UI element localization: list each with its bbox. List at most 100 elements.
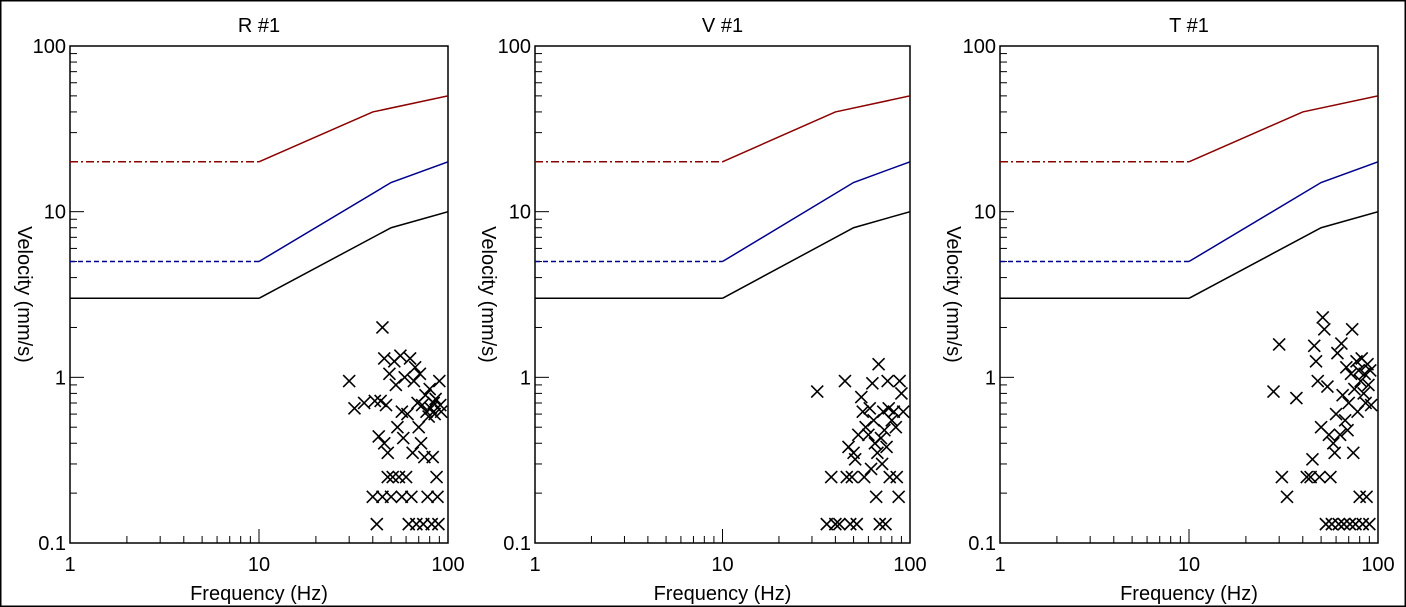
data-point-stroke — [843, 517, 857, 531]
chart-title: T #1 — [1169, 15, 1209, 37]
data-point — [1307, 339, 1321, 353]
data-point-stroke — [372, 429, 386, 443]
y-tick-label: 0.1 — [38, 533, 66, 555]
data-point — [400, 407, 414, 421]
data-point-stroke — [874, 431, 888, 445]
data-point — [1360, 490, 1374, 504]
data-point-stroke — [824, 470, 838, 484]
data-point-stroke — [370, 517, 384, 531]
data-point-stroke — [845, 470, 859, 484]
data-point — [854, 390, 868, 404]
x-tick-label: 1 — [64, 554, 75, 576]
data-point — [848, 452, 862, 466]
data-point — [398, 370, 412, 384]
y-axis-label: Velocity (mm/s) — [942, 226, 964, 363]
data-point — [370, 517, 384, 531]
data-point-stroke — [427, 396, 441, 410]
data-point-stroke — [398, 370, 412, 384]
data-point — [368, 394, 382, 408]
plot-area — [70, 95, 448, 531]
data-point — [1280, 490, 1294, 504]
data-point-stroke — [861, 428, 875, 442]
data-point — [878, 517, 893, 531]
y-tick-label: 10 — [509, 202, 531, 224]
y-tick-label: 0.1 — [503, 533, 531, 555]
data-point — [1353, 490, 1367, 504]
data-point-stroke — [379, 398, 393, 412]
data-point-stroke — [396, 431, 410, 445]
data-point-stroke — [840, 470, 854, 484]
data-point — [1345, 322, 1359, 336]
x-tick-label: 10 — [1178, 554, 1200, 576]
data-point — [415, 398, 429, 412]
data-point — [425, 517, 439, 531]
data-point — [393, 349, 407, 363]
limit-line-1 — [258, 95, 448, 163]
data-point-stroke — [1345, 322, 1359, 336]
data-point — [1346, 446, 1360, 460]
data-point-stroke — [1343, 517, 1357, 531]
x-tick-label: 100 — [1361, 554, 1394, 576]
data-point — [1266, 385, 1281, 399]
data-point — [863, 401, 877, 415]
data-point-stroke — [864, 462, 878, 476]
data-point-stroke — [421, 490, 435, 504]
data-point — [421, 490, 435, 504]
data-point — [404, 490, 418, 504]
data-point-stroke — [1360, 490, 1374, 504]
data-point — [865, 376, 879, 390]
data-point — [432, 374, 446, 388]
data-point — [845, 470, 859, 484]
limit-line-2 — [258, 161, 448, 263]
data-point-stroke — [1340, 423, 1355, 437]
data-point-stroke — [856, 405, 870, 419]
data-point-stroke — [404, 490, 418, 504]
data-point-stroke — [877, 423, 891, 437]
data-point — [408, 360, 422, 374]
data-point — [1336, 388, 1350, 402]
data-point — [1333, 428, 1347, 442]
chart-title: R #1 — [238, 15, 280, 37]
data-point — [894, 386, 908, 400]
data-point-stroke — [1337, 517, 1351, 531]
data-point-stroke — [1364, 398, 1378, 412]
data-point — [1334, 336, 1348, 351]
data-point — [892, 490, 906, 504]
y-tick-label: 100 — [33, 36, 66, 58]
data-point-stroke — [880, 440, 894, 454]
limit-line-1 — [1188, 95, 1378, 163]
data-point — [874, 431, 888, 445]
data-point-stroke — [1334, 336, 1348, 351]
data-point — [1322, 428, 1336, 442]
y-tick-label: 10 — [974, 202, 996, 224]
data-point-stroke — [431, 517, 446, 531]
data-point-stroke — [1280, 490, 1294, 504]
data-point-stroke — [1359, 396, 1373, 410]
data-point — [883, 470, 897, 484]
data-point — [1325, 517, 1339, 531]
y-tick-label: 10 — [44, 202, 66, 224]
data-point — [890, 470, 904, 484]
data-point-stroke — [1307, 339, 1321, 353]
data-point-stroke — [399, 470, 413, 484]
data-point — [399, 470, 413, 484]
data-point — [396, 431, 410, 445]
data-point-stroke — [342, 374, 356, 388]
data-point-stroke — [1342, 396, 1356, 410]
data-point — [1362, 517, 1376, 531]
data-point-stroke — [418, 388, 433, 402]
data-point — [392, 470, 406, 484]
data-point-stroke — [414, 436, 428, 450]
plot-frame — [69, 45, 449, 544]
data-point — [1330, 346, 1344, 360]
data-point-stroke — [381, 446, 395, 460]
data-point-stroke — [1338, 413, 1352, 427]
data-point-stroke — [1333, 428, 1347, 442]
data-point — [838, 374, 852, 388]
data-point-stroke — [1362, 517, 1376, 531]
x-axis-label: Frequency (Hz) — [654, 583, 792, 605]
data-point-stroke — [377, 436, 391, 450]
